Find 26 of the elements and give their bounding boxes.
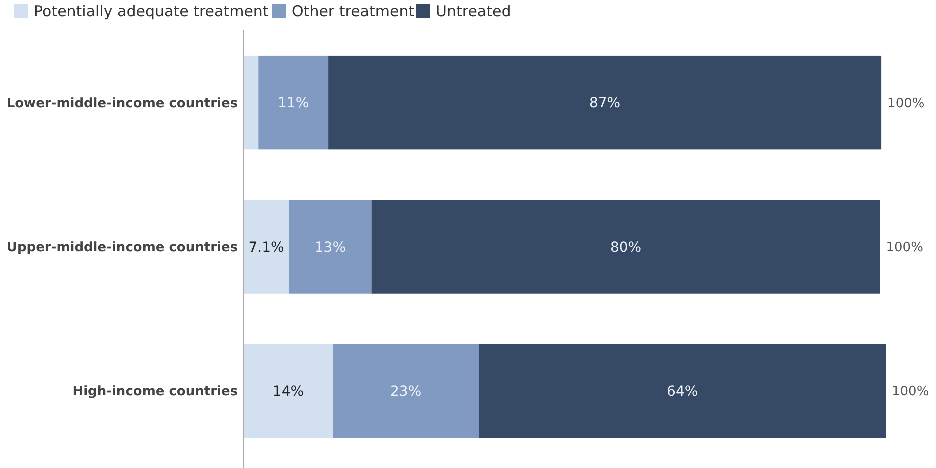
legend-label: Potentially adequate treatment xyxy=(34,2,269,20)
legend-label: Other treatment xyxy=(292,2,415,20)
bar xyxy=(372,200,880,294)
bar xyxy=(479,344,886,438)
bar xyxy=(332,344,480,438)
data-label: 11% xyxy=(278,96,310,112)
total-label: 100% xyxy=(892,384,930,400)
data-label: 80% xyxy=(610,240,642,256)
bar xyxy=(258,56,329,150)
data-label: 64% xyxy=(667,384,698,400)
data-label: 13% xyxy=(314,240,346,256)
data-label: 23% xyxy=(390,384,422,400)
legend-label: Untreated xyxy=(436,2,512,20)
bar xyxy=(244,344,333,438)
bar xyxy=(244,56,259,150)
y-tick-label: Lower-middle-income countries xyxy=(6,96,238,112)
total-label: 100% xyxy=(888,96,925,112)
data-label: 7.1% xyxy=(248,240,284,256)
bar xyxy=(328,56,882,150)
y-tick-label: Upper-middle-income countries xyxy=(6,240,238,256)
data-label: 87% xyxy=(589,96,621,112)
data-label: 14% xyxy=(272,384,304,400)
y-tick-label: High-income countries xyxy=(72,384,238,400)
bar xyxy=(289,200,372,294)
total-label: 100% xyxy=(886,240,924,256)
bar xyxy=(244,200,290,294)
